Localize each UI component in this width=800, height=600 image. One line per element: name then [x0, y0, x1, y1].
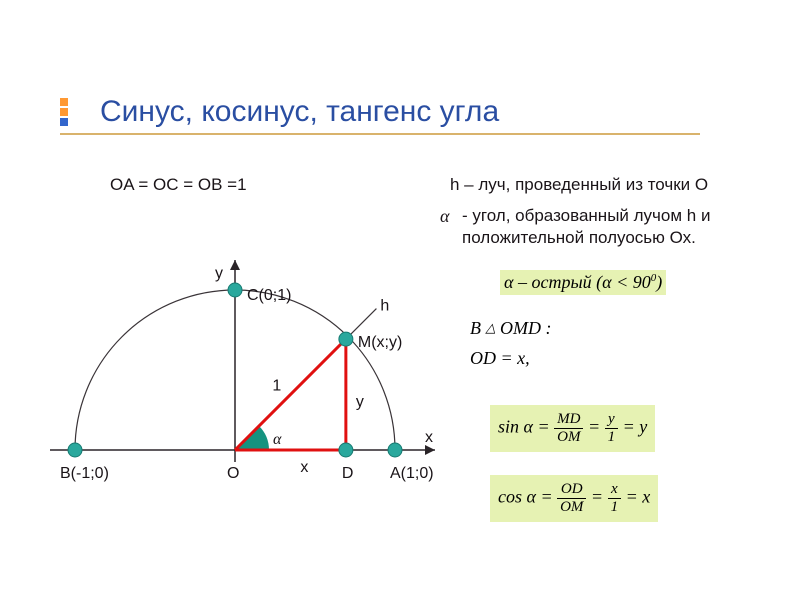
svg-text:1: 1	[272, 378, 281, 395]
formula-acute: α – острый (α < 900)	[500, 270, 666, 295]
svg-text:α: α	[273, 431, 282, 448]
svg-text:h: h	[380, 298, 389, 315]
alpha-text: α - угол, образованный лучом h и положит…	[462, 205, 762, 249]
unit-circle-diagram: A(1;0) B(-1;0) C(0;1) M(x;y) O D x y h 1 x y α	[40, 230, 460, 510]
formula-cos: cos α = ODOM = x1 = x	[490, 475, 658, 522]
svg-text:x: x	[300, 459, 308, 476]
svg-text:x: x	[425, 429, 433, 446]
title-underline	[60, 133, 700, 135]
svg-text:B(-1;0): B(-1;0)	[60, 465, 109, 482]
svg-text:y: y	[356, 394, 364, 411]
svg-text:A(1;0): A(1;0)	[390, 465, 434, 482]
title-accent	[60, 98, 68, 126]
svg-text:D: D	[342, 465, 354, 482]
svg-text:O: O	[227, 465, 239, 482]
eq-text: OA = OC = OB =1	[110, 175, 247, 195]
page-title: Синус, косинус, тангенс угла	[100, 95, 499, 129]
formula-triangle: B △ OMD :	[470, 318, 552, 339]
formula-od: OD = x,	[470, 348, 530, 369]
svg-text:M(x;y): M(x;y)	[358, 334, 402, 351]
svg-text:C(0;1): C(0;1)	[247, 287, 291, 304]
svg-text:y: y	[215, 265, 223, 282]
h-text: h – луч, проведенный из точки О	[450, 175, 708, 195]
formula-sin: sin α = MDOM = y1 = y	[490, 405, 655, 452]
